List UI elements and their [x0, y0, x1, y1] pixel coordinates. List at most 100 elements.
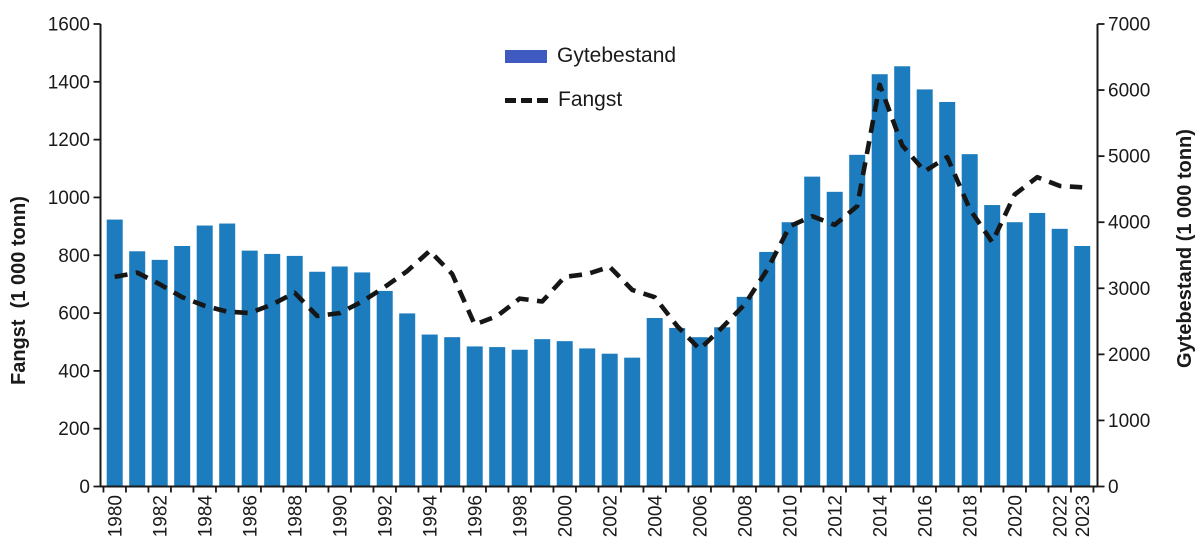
bar-1992 — [376, 290, 393, 487]
bar-1991 — [354, 272, 371, 487]
left-tick-label: 1600 — [48, 15, 90, 36]
bar-1985 — [219, 223, 236, 487]
bar-1999 — [534, 339, 551, 487]
legend-item-gytebestand: Gytebestand — [505, 44, 676, 68]
bar-1984 — [196, 225, 213, 487]
bar-2004 — [646, 318, 663, 487]
right-tick-label: 6000 — [1108, 81, 1150, 102]
x-tick-label: 2016 — [916, 495, 937, 537]
bar-2016 — [916, 89, 933, 487]
left-ticks-group: 0 200 400 600 800 1000 1200 1400 1600 — [48, 15, 101, 498]
x-tick-label: 2014 — [871, 495, 892, 538]
x-tick-label: 2022 — [1051, 495, 1072, 537]
bar-1993 — [399, 313, 416, 487]
legend-label-fangst: Fangst — [558, 88, 623, 111]
bars-group — [106, 66, 1091, 487]
x-tick-label: 1992 — [376, 495, 397, 537]
right-tick-label: 5000 — [1108, 147, 1150, 168]
x-tick-label: 2023 — [1073, 495, 1094, 537]
legend-bar-swatch-icon — [505, 49, 547, 63]
x-tick-label: 2006 — [691, 495, 712, 537]
legend-item-fangst: Fangst — [505, 88, 676, 112]
bar-2009 — [759, 251, 776, 487]
x-tick-label: 2008 — [736, 495, 757, 537]
x-tick-label: 2004 — [646, 495, 667, 538]
bar-1995 — [444, 337, 461, 487]
bar-1997 — [489, 347, 506, 487]
bar-1981 — [129, 251, 146, 487]
bar-2013 — [849, 154, 866, 487]
x-tick-label: 2012 — [826, 495, 847, 537]
bar-2017 — [939, 101, 956, 487]
bar-2021 — [1029, 212, 1046, 487]
left-tick-label: 400 — [58, 361, 90, 382]
bar-2002 — [601, 353, 618, 487]
right-axis-title: Gytebestand (1 000 tonn) — [1174, 129, 1196, 368]
bar-2007 — [714, 327, 731, 487]
left-tick-label: 1200 — [48, 130, 90, 151]
bar-2012 — [826, 191, 843, 487]
bar-2011 — [804, 176, 821, 487]
right-tick-label: 3000 — [1108, 279, 1150, 300]
x-ticks-group: 1980 1982 1984 1986 1988 1990 1992 1994 1996 1998… — [102, 486, 1095, 538]
legend-dash-swatch-icon — [505, 97, 548, 103]
x-tick-label: 2020 — [1006, 495, 1027, 537]
bar-2010 — [781, 222, 798, 487]
x-tick-label: 2018 — [961, 495, 982, 537]
left-tick-label: 200 — [58, 419, 90, 440]
bar-2018 — [961, 154, 978, 487]
left-tick-label: 800 — [58, 246, 90, 267]
left-tick-label: 600 — [58, 304, 90, 325]
x-tick-label: 2010 — [781, 495, 802, 537]
x-tick-label: 1984 — [196, 495, 217, 538]
bar-1994 — [421, 334, 438, 487]
left-tick-label: 1000 — [48, 188, 90, 209]
bar-1982 — [151, 259, 168, 487]
bar-2008 — [736, 296, 753, 487]
bar-2022 — [1051, 228, 1068, 487]
bar-2001 — [579, 348, 596, 487]
right-tick-label: 0 — [1108, 477, 1119, 498]
bar-1988 — [286, 255, 303, 487]
right-tick-label: 2000 — [1108, 345, 1150, 366]
bar-2020 — [1006, 222, 1023, 487]
bar-2005 — [669, 327, 686, 487]
bar-1990 — [331, 266, 348, 487]
right-tick-label: 1000 — [1108, 411, 1150, 432]
bar-2014 — [871, 74, 888, 487]
bar-2000 — [556, 341, 573, 487]
bar-1996 — [466, 346, 483, 487]
bar-1987 — [264, 253, 281, 487]
x-tick-label: 2002 — [601, 495, 622, 537]
x-tick-label: 1988 — [286, 495, 307, 537]
right-tick-label: 7000 — [1108, 15, 1150, 36]
bar-1986 — [241, 250, 258, 487]
left-tick-label: 0 — [79, 477, 90, 498]
fangst-line — [114, 82, 1083, 352]
bar-2003 — [624, 357, 641, 487]
x-tick-label: 1994 — [421, 495, 442, 538]
x-tick-label: 1982 — [151, 495, 172, 537]
x-tick-label: 1980 — [106, 495, 127, 537]
x-tick-label: 2000 — [556, 495, 577, 537]
bar-2023 — [1074, 246, 1091, 487]
legend-label-gytebestand: Gytebestand — [557, 44, 677, 67]
right-tick-label: 4000 — [1108, 213, 1150, 234]
bar-2006 — [691, 337, 708, 487]
bar-2019 — [984, 205, 1001, 487]
bar-1980 — [106, 219, 123, 487]
bar-1983 — [174, 246, 191, 487]
bar-1989 — [309, 271, 326, 487]
left-tick-label: 1400 — [48, 72, 90, 93]
bar-2015 — [894, 66, 911, 487]
x-tick-label: 1986 — [241, 495, 262, 537]
right-ticks-group: 0 1000 2000 3000 4000 5000 6000 7000 — [1097, 15, 1150, 498]
x-tick-label: 1998 — [511, 495, 532, 537]
x-tick-label: 1990 — [331, 495, 352, 537]
left-axis-title: Fangst (1 000 tonn) — [8, 196, 30, 385]
legend: Gytebestand Fangst — [505, 44, 676, 132]
bar-1998 — [511, 349, 528, 487]
x-tick-label: 1996 — [466, 495, 487, 537]
